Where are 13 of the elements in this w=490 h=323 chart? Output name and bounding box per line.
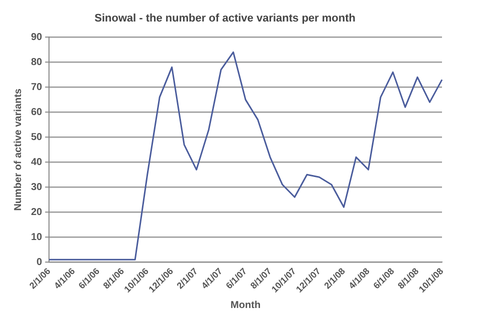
chart-title: Sinowal - the number of active variants per month xyxy=(94,12,356,25)
y-tick-label: 70 xyxy=(31,82,43,93)
x-axis-title: Month xyxy=(230,300,261,311)
y-tick-label: 60 xyxy=(31,106,43,118)
y-tick-label: 40 xyxy=(31,156,43,168)
y-tick-label: 50 xyxy=(31,132,43,143)
y-axis-title: Number of active variants xyxy=(12,88,24,211)
y-tick-label: 90 xyxy=(31,32,43,43)
y-tick-label: 80 xyxy=(31,56,43,68)
y-tick-label: 30 xyxy=(31,182,43,193)
y-tick-label: 20 xyxy=(31,206,43,218)
y-tick-label: 10 xyxy=(31,232,43,243)
y-tick-label: 0 xyxy=(36,256,43,268)
